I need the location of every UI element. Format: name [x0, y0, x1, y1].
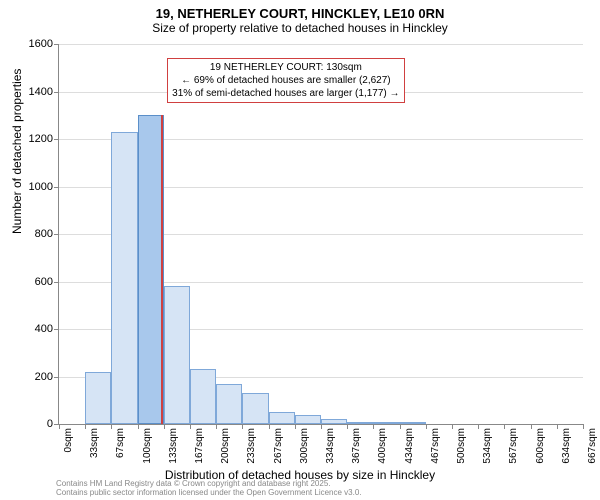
xtick-mark — [452, 424, 453, 429]
xtick-mark — [583, 424, 584, 429]
annotation-line: 19 NETHERLEY COURT: 130sqm — [172, 61, 399, 74]
xtick-mark — [504, 424, 505, 429]
xtick-mark — [216, 424, 217, 429]
xtick-label: 534sqm — [482, 428, 493, 464]
ytick-label: 1200 — [13, 133, 53, 145]
histogram-bar — [164, 286, 190, 424]
histogram-bar — [400, 422, 426, 424]
annotation-line: 31% of semi-detached houses are larger (… — [172, 87, 399, 100]
histogram-bar — [347, 422, 373, 424]
xtick-label: 267sqm — [273, 428, 284, 464]
xtick-label: 0sqm — [63, 428, 74, 452]
histogram-bar — [373, 422, 399, 424]
xtick-label: 167sqm — [194, 428, 205, 464]
xtick-mark — [478, 424, 479, 429]
xtick-mark — [164, 424, 165, 429]
xtick-label: 634sqm — [561, 428, 572, 464]
ytick-label: 200 — [13, 371, 53, 383]
ytick-mark — [54, 44, 59, 45]
ytick-mark — [54, 377, 59, 378]
histogram-bar — [138, 115, 164, 424]
ytick-mark — [54, 329, 59, 330]
gridline — [59, 44, 583, 45]
annotation-box: 19 NETHERLEY COURT: 130sqm← 69% of detac… — [167, 58, 404, 103]
xtick-label: 400sqm — [377, 428, 388, 464]
xtick-label: 600sqm — [535, 428, 546, 464]
xtick-label: 334sqm — [325, 428, 336, 464]
xtick-mark — [321, 424, 322, 429]
xtick-mark — [373, 424, 374, 429]
footer-text: Contains HM Land Registry data © Crown c… — [56, 480, 362, 498]
xtick-label: 567sqm — [508, 428, 519, 464]
xtick-mark — [190, 424, 191, 429]
histogram-bar — [242, 393, 268, 424]
xtick-label: 667sqm — [587, 428, 598, 464]
xtick-mark — [85, 424, 86, 429]
xtick-label: 100sqm — [142, 428, 153, 464]
chart-subtitle: Size of property relative to detached ho… — [0, 21, 600, 39]
ytick-label: 1600 — [13, 38, 53, 50]
xtick-label: 200sqm — [220, 428, 231, 464]
xtick-label: 500sqm — [456, 428, 467, 464]
ytick-mark — [54, 282, 59, 283]
xtick-label: 467sqm — [430, 428, 441, 464]
chart-title: 19, NETHERLEY COURT, HINCKLEY, LE10 0RN — [0, 0, 600, 21]
chart-container: 19, NETHERLEY COURT, HINCKLEY, LE10 0RN … — [0, 0, 600, 500]
xtick-label: 233sqm — [246, 428, 257, 464]
xtick-label: 300sqm — [299, 428, 310, 464]
ytick-label: 800 — [13, 228, 53, 240]
xtick-label: 33sqm — [89, 428, 100, 458]
xtick-mark — [111, 424, 112, 429]
annotation-line: ← 69% of detached houses are smaller (2,… — [172, 74, 399, 87]
xtick-mark — [400, 424, 401, 429]
xtick-label: 67sqm — [115, 428, 126, 458]
histogram-bar — [269, 412, 295, 424]
ytick-label: 0 — [13, 418, 53, 430]
xtick-mark — [347, 424, 348, 429]
ytick-mark — [54, 92, 59, 93]
xtick-mark — [138, 424, 139, 429]
histogram-bar — [295, 415, 321, 425]
footer-line-2: Contains public sector information licen… — [56, 489, 362, 498]
ytick-label: 400 — [13, 323, 53, 335]
ytick-label: 1400 — [13, 86, 53, 98]
xtick-mark — [269, 424, 270, 429]
xtick-label: 367sqm — [351, 428, 362, 464]
ytick-label: 600 — [13, 276, 53, 288]
ytick-mark — [54, 139, 59, 140]
histogram-bar — [111, 132, 137, 424]
ytick-mark — [54, 187, 59, 188]
xtick-mark — [557, 424, 558, 429]
xtick-mark — [531, 424, 532, 429]
histogram-bar — [321, 419, 347, 424]
histogram-bar — [190, 369, 216, 424]
histogram-bar — [85, 372, 111, 424]
plot-area: 020040060080010001200140016000sqm33sqm67… — [58, 44, 582, 424]
marker-line — [161, 115, 163, 424]
plot-region: 020040060080010001200140016000sqm33sqm67… — [58, 44, 583, 425]
ytick-mark — [54, 234, 59, 235]
xtick-mark — [242, 424, 243, 429]
ytick-label: 1000 — [13, 181, 53, 193]
histogram-bar — [216, 384, 242, 424]
xtick-label: 133sqm — [168, 428, 179, 464]
xtick-mark — [426, 424, 427, 429]
xtick-mark — [59, 424, 60, 429]
xtick-label: 434sqm — [404, 428, 415, 464]
xtick-mark — [295, 424, 296, 429]
